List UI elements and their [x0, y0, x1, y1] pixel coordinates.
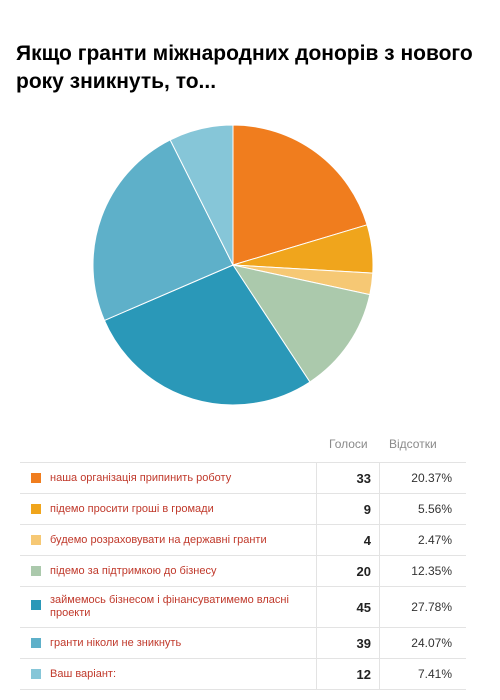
result-label: займемось бізнесом і фінансуватимемо вла…: [50, 594, 289, 619]
result-percent: 5.56%: [379, 493, 466, 525]
result-label: підемо за підтримкою до бізнесу: [50, 564, 217, 577]
result-votes: 33: [316, 462, 380, 494]
results-table: наша організація припинить роботу 33 20.…: [20, 462, 466, 690]
legend-swatch: [31, 473, 41, 483]
result-percent: 2.47%: [379, 524, 466, 556]
result-percent: 24.07%: [379, 627, 466, 659]
result-percent: 27.78%: [379, 586, 466, 628]
result-votes: 45: [316, 586, 380, 628]
legend-swatch: [31, 600, 41, 610]
chart-title: Якщо гранти міжнародних донорів з нового…: [16, 42, 473, 93]
pie-slice-5: [103, 264, 311, 406]
result-percent: 20.37%: [379, 462, 466, 494]
result-percent: 7.41%: [379, 658, 466, 690]
result-votes: 20: [316, 555, 380, 587]
result-label-cell: гранти ніколи не зникнуть: [20, 627, 317, 659]
legend-swatch: [31, 504, 41, 514]
legend-swatch: [31, 638, 41, 648]
result-votes: 4: [316, 524, 380, 556]
pie-slice-1: [232, 124, 368, 266]
result-label-cell: будемо розраховувати на державні гранти: [20, 524, 317, 556]
result-votes: 9: [316, 493, 380, 525]
pie-chart: [90, 122, 376, 408]
result-label: будемо розраховувати на державні гранти: [50, 533, 267, 546]
result-label-cell: підемо просити гроші в громади: [20, 493, 317, 525]
result-row: наша організація припинить роботу 33 20.…: [20, 462, 466, 494]
legend-swatch: [31, 535, 41, 545]
result-label-cell: Ваш варіант:: [20, 658, 317, 690]
result-label: наша організація припинить роботу: [50, 471, 232, 484]
result-percent: 12.35%: [379, 555, 466, 587]
result-votes: 12: [316, 658, 380, 690]
result-row: підемо просити гроші в громади 9 5.56%: [20, 493, 466, 525]
result-label: Ваш варіант:: [50, 667, 117, 680]
result-votes: 39: [316, 627, 380, 659]
result-label-cell: наша організація припинить роботу: [20, 462, 317, 494]
result-row: займемось бізнесом і фінансуватимемо вла…: [20, 586, 466, 628]
legend-swatch: [31, 566, 41, 576]
pie-slice-6: [92, 139, 234, 322]
result-label: підемо просити гроші в громади: [50, 502, 214, 515]
pie-svg: [92, 124, 374, 406]
result-row: будемо розраховувати на державні гранти …: [20, 524, 466, 556]
result-row: Ваш варіант: 12 7.41%: [20, 658, 466, 690]
result-label-cell: займемось бізнесом і фінансуватимемо вла…: [20, 586, 317, 628]
result-row: підемо за підтримкою до бізнесу 20 12.35…: [20, 555, 466, 587]
pie-slice-4: [231, 264, 371, 383]
pie-slice-7: [169, 124, 234, 266]
votes-column-header: Голоси: [329, 437, 368, 451]
legend-swatch: [31, 669, 41, 679]
percent-column-header: Відсотки: [389, 437, 437, 451]
result-label-cell: підемо за підтримкою до бізнесу: [20, 555, 317, 587]
result-row: гранти ніколи не зникнуть 39 24.07%: [20, 627, 466, 659]
result-label: гранти ніколи не зникнуть: [50, 636, 182, 649]
